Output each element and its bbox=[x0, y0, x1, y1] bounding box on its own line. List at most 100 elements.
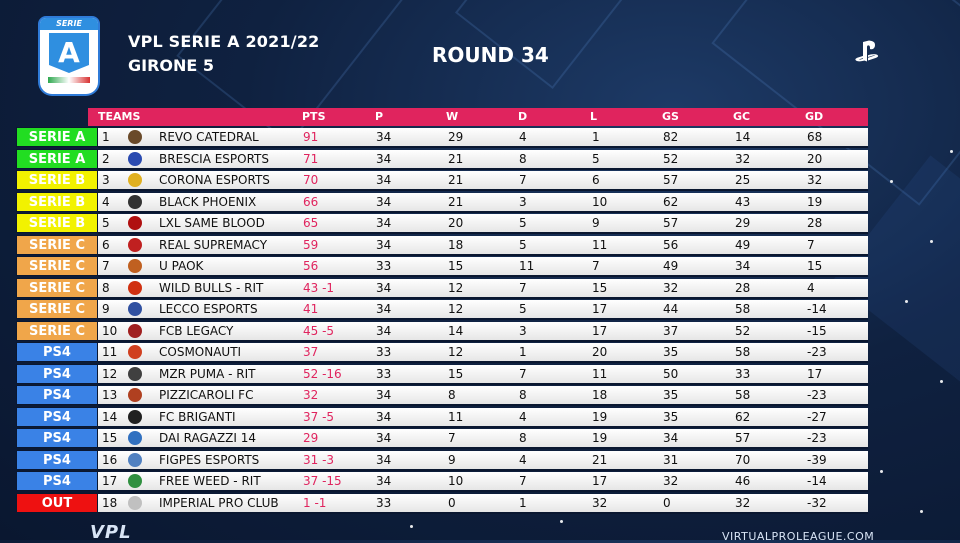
cell-pts: 41 bbox=[303, 302, 319, 316]
logo-top-text: SERIE bbox=[40, 18, 98, 30]
row-cells: 5 LXL SAME BLOOD 65 34 20 5 9 57 29 28 bbox=[98, 214, 868, 234]
cell-gd: 4 bbox=[807, 280, 815, 295]
vpl-logo: VPL bbox=[90, 522, 132, 543]
logo-stripe bbox=[48, 77, 90, 83]
star-decoration bbox=[560, 520, 563, 523]
cell-pts: 91 bbox=[303, 130, 319, 144]
cell-d: 5 bbox=[519, 302, 527, 316]
cell-gd: -15 bbox=[807, 323, 827, 338]
row-cells: 6 REAL SUPREMACY 59 34 18 5 11 56 49 7 bbox=[98, 235, 868, 256]
table-row: SERIE A 1 REVO CATEDRAL 91 34 29 4 1 82 14 68 bbox=[16, 127, 868, 148]
row-cells: 2 BRESCIA ESPORTS 71 34 21 8 5 52 32 20 bbox=[98, 149, 868, 170]
league-title: VPL SERIE A 2021/22 bbox=[128, 32, 320, 51]
cell-d: 3 bbox=[519, 323, 527, 338]
cell-w: 15 bbox=[448, 366, 464, 381]
cell-gs: 82 bbox=[663, 130, 679, 144]
row-cells: 7 U PAOK 56 33 15 11 7 49 34 15 bbox=[98, 257, 868, 277]
cell-team: FREE WEED - RIT bbox=[159, 474, 261, 488]
cell-team: CORONA ESPORTS bbox=[159, 173, 270, 187]
cell-gd: 17 bbox=[807, 366, 823, 381]
cell-pts: 71 bbox=[303, 151, 319, 166]
cell-gd: -14 bbox=[807, 474, 827, 488]
cell-pts: 1 -1 bbox=[303, 495, 327, 510]
row-cells: 4 BLACK PHOENIX 66 34 21 3 10 62 43 19 bbox=[98, 192, 868, 213]
cell-gs: 57 bbox=[663, 216, 679, 230]
cell-w: 12 bbox=[448, 302, 464, 316]
cell-d: 7 bbox=[519, 280, 527, 295]
team-crest-icon bbox=[128, 151, 142, 166]
cell-pos: 14 bbox=[102, 409, 118, 424]
row-cells: 1 REVO CATEDRAL 91 34 29 4 1 82 14 68 bbox=[98, 128, 868, 148]
cell-gc: 29 bbox=[735, 216, 751, 230]
cell-p: 33 bbox=[376, 259, 392, 273]
star-decoration bbox=[920, 510, 923, 513]
cell-pos: 11 bbox=[102, 345, 118, 359]
cell-gs: 56 bbox=[663, 237, 679, 252]
cell-gs: 62 bbox=[663, 194, 679, 209]
cell-gd: 28 bbox=[807, 216, 823, 230]
table-row: OUT 18 IMPERIAL PRO CLUB 1 -1 33 0 1 32 0 32 -32 bbox=[16, 492, 868, 514]
cell-d: 8 bbox=[519, 388, 527, 402]
cell-l: 7 bbox=[592, 259, 600, 273]
cell-gs: 35 bbox=[663, 345, 679, 359]
team-crest-icon bbox=[128, 409, 142, 424]
cell-team: DAI RAGAZZI 14 bbox=[159, 431, 257, 445]
team-crest-icon bbox=[128, 495, 142, 510]
cell-team: U PAOK bbox=[159, 259, 204, 273]
cell-l: 6 bbox=[592, 173, 600, 187]
cell-pos: 2 bbox=[102, 151, 110, 166]
team-crest-icon bbox=[128, 259, 142, 273]
cell-l: 17 bbox=[592, 474, 608, 488]
cell-w: 21 bbox=[448, 194, 464, 209]
cell-p: 33 bbox=[376, 366, 392, 381]
table-row: SERIE B 4 BLACK PHOENIX 66 34 21 3 10 62 43 19 bbox=[16, 191, 868, 213]
cell-team: FCB LEGACY bbox=[159, 323, 234, 338]
cell-p: 34 bbox=[376, 280, 392, 295]
cell-d: 8 bbox=[519, 151, 527, 166]
star-decoration bbox=[880, 470, 883, 473]
star-decoration bbox=[950, 150, 953, 153]
cell-gs: 32 bbox=[663, 280, 679, 295]
cell-pos: 13 bbox=[102, 388, 118, 402]
cell-d: 4 bbox=[519, 130, 527, 144]
cell-team: BLACK PHOENIX bbox=[159, 194, 257, 209]
cell-d: 4 bbox=[519, 409, 527, 424]
cell-gc: 14 bbox=[735, 130, 751, 144]
header-teams: TEAMS bbox=[98, 110, 141, 123]
cell-pos: 8 bbox=[102, 280, 110, 295]
cell-team: REAL SUPREMACY bbox=[159, 237, 268, 252]
zone-badge: SERIE A bbox=[16, 127, 98, 147]
zone-badge: SERIE A bbox=[16, 148, 98, 169]
cell-pts: 37 -15 bbox=[303, 474, 342, 488]
cell-l: 9 bbox=[592, 216, 600, 230]
cell-gc: 58 bbox=[735, 388, 751, 402]
cell-gc: 58 bbox=[735, 302, 751, 316]
cell-gd: -23 bbox=[807, 431, 827, 445]
zone-badge: PS4 bbox=[16, 471, 98, 491]
zone-badge: OUT bbox=[16, 492, 98, 513]
cell-w: 7 bbox=[448, 431, 456, 445]
cell-gd: -14 bbox=[807, 302, 827, 316]
cell-d: 1 bbox=[519, 495, 527, 510]
team-crest-icon bbox=[128, 323, 142, 338]
cell-pts: 56 bbox=[303, 259, 319, 273]
row-cells: 8 WILD BULLS - RIT 43 -1 34 12 7 15 32 28 4 bbox=[98, 278, 868, 299]
cell-pos: 16 bbox=[102, 452, 118, 467]
cell-p: 34 bbox=[376, 216, 392, 230]
playstation-icon bbox=[855, 40, 879, 62]
cell-pts: 70 bbox=[303, 173, 319, 187]
header-w: W bbox=[446, 110, 459, 123]
team-crest-icon bbox=[128, 302, 142, 316]
table-row: PS4 12 MZR PUMA - RIT 52 -16 33 15 7 11 50 33 17 bbox=[16, 363, 868, 385]
cell-gc: 32 bbox=[735, 151, 751, 166]
cell-team: MZR PUMA - RIT bbox=[159, 366, 256, 381]
cell-d: 7 bbox=[519, 474, 527, 488]
cell-pts: 37 bbox=[303, 345, 319, 359]
cell-gs: 0 bbox=[663, 495, 671, 510]
cell-pos: 18 bbox=[102, 495, 118, 510]
cell-gd: 68 bbox=[807, 130, 823, 144]
cell-w: 21 bbox=[448, 173, 464, 187]
zone-badge: SERIE C bbox=[16, 299, 98, 319]
cell-d: 11 bbox=[519, 259, 535, 273]
zone-badge: SERIE B bbox=[16, 213, 98, 233]
